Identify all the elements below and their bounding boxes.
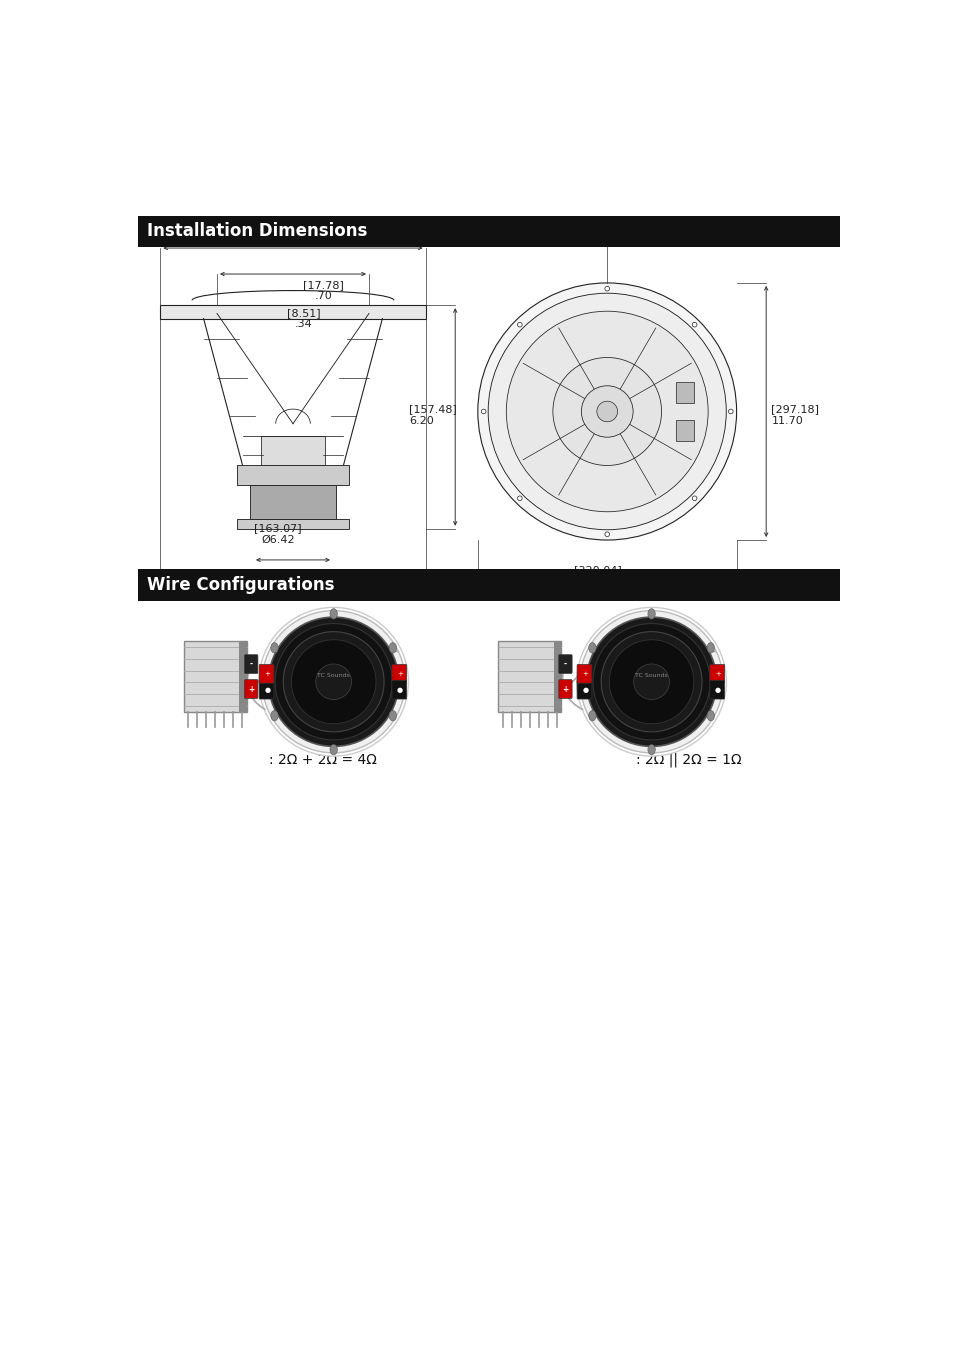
Ellipse shape <box>580 386 633 437</box>
Circle shape <box>389 643 396 653</box>
Ellipse shape <box>609 640 693 724</box>
Text: ●: ● <box>714 687 720 693</box>
Text: [157.48]: [157.48] <box>409 405 456 414</box>
Ellipse shape <box>517 323 521 327</box>
FancyBboxPatch shape <box>709 664 724 683</box>
Text: [17.78]: [17.78] <box>302 279 343 290</box>
Ellipse shape <box>600 632 701 732</box>
FancyBboxPatch shape <box>577 680 591 699</box>
Circle shape <box>330 609 337 620</box>
Circle shape <box>706 710 714 721</box>
FancyBboxPatch shape <box>676 420 693 441</box>
Text: -: - <box>563 660 566 668</box>
Ellipse shape <box>579 610 722 753</box>
Text: +: + <box>561 684 568 694</box>
FancyBboxPatch shape <box>392 664 406 683</box>
Ellipse shape <box>633 664 669 699</box>
Text: -: - <box>250 660 253 668</box>
Text: +: + <box>581 671 588 676</box>
FancyBboxPatch shape <box>558 655 572 674</box>
Text: +: + <box>396 671 402 676</box>
Text: Ø12.60: Ø12.60 <box>578 576 618 587</box>
Text: +: + <box>264 671 270 676</box>
Text: [320.04]: [320.04] <box>574 566 621 575</box>
Circle shape <box>271 710 278 721</box>
Text: ●: ● <box>581 687 588 693</box>
FancyBboxPatch shape <box>497 641 560 711</box>
Ellipse shape <box>269 617 398 747</box>
Text: 11.05: 11.05 <box>262 579 294 589</box>
Ellipse shape <box>258 608 408 756</box>
FancyBboxPatch shape <box>137 570 840 601</box>
Ellipse shape <box>481 409 485 414</box>
Circle shape <box>706 643 714 653</box>
Text: ●: ● <box>396 687 403 693</box>
Ellipse shape <box>315 664 352 699</box>
Ellipse shape <box>283 632 384 732</box>
FancyBboxPatch shape <box>553 641 560 711</box>
Text: Ø6.42: Ø6.42 <box>261 535 294 544</box>
Text: Installation Dimensions: Installation Dimensions <box>147 223 367 240</box>
Ellipse shape <box>577 608 725 756</box>
FancyBboxPatch shape <box>259 680 274 699</box>
Ellipse shape <box>488 293 725 529</box>
Text: [297.18]: [297.18] <box>771 405 819 414</box>
FancyBboxPatch shape <box>244 655 257 674</box>
Ellipse shape <box>553 358 660 466</box>
Ellipse shape <box>517 495 521 501</box>
Text: 6.20: 6.20 <box>409 416 434 425</box>
FancyBboxPatch shape <box>259 664 274 683</box>
Circle shape <box>330 744 337 755</box>
Circle shape <box>588 710 596 721</box>
Text: .34: .34 <box>294 319 313 329</box>
Circle shape <box>389 710 396 721</box>
Ellipse shape <box>604 286 609 292</box>
FancyBboxPatch shape <box>709 680 724 699</box>
FancyBboxPatch shape <box>244 679 257 698</box>
FancyBboxPatch shape <box>392 680 406 699</box>
FancyBboxPatch shape <box>250 485 335 518</box>
Text: +: + <box>248 684 254 694</box>
Text: [163.07]: [163.07] <box>254 522 302 533</box>
FancyBboxPatch shape <box>558 679 572 698</box>
Circle shape <box>647 609 655 620</box>
FancyBboxPatch shape <box>261 436 324 466</box>
Text: : 2Ω || 2Ω = 1Ω: : 2Ω || 2Ω = 1Ω <box>635 752 740 767</box>
Ellipse shape <box>291 640 375 724</box>
Circle shape <box>271 643 278 653</box>
Ellipse shape <box>274 624 392 740</box>
FancyBboxPatch shape <box>184 641 247 711</box>
Ellipse shape <box>597 401 617 421</box>
Text: Wire Configurations: Wire Configurations <box>147 576 334 594</box>
Circle shape <box>588 643 596 653</box>
Ellipse shape <box>593 624 709 740</box>
Text: [280.67]: [280.67] <box>254 567 302 578</box>
Text: .70: .70 <box>314 292 332 301</box>
Text: TC Sounds: TC Sounds <box>635 672 667 678</box>
FancyBboxPatch shape <box>577 664 591 683</box>
Ellipse shape <box>586 617 716 747</box>
Ellipse shape <box>506 312 707 512</box>
FancyBboxPatch shape <box>239 641 247 711</box>
Text: : 2Ω + 2Ω = 4Ω: : 2Ω + 2Ω = 4Ω <box>269 753 376 767</box>
Text: [8.51]: [8.51] <box>287 308 320 317</box>
FancyBboxPatch shape <box>237 518 348 529</box>
Text: +: + <box>714 671 720 676</box>
Ellipse shape <box>604 532 609 536</box>
Text: TC Sounds: TC Sounds <box>317 672 350 678</box>
Ellipse shape <box>477 284 736 540</box>
Ellipse shape <box>692 495 697 501</box>
Ellipse shape <box>692 323 697 327</box>
FancyBboxPatch shape <box>160 305 425 319</box>
FancyBboxPatch shape <box>237 466 348 485</box>
FancyBboxPatch shape <box>137 216 840 247</box>
Ellipse shape <box>262 610 405 753</box>
FancyBboxPatch shape <box>676 382 693 402</box>
Ellipse shape <box>728 409 732 414</box>
Text: ●: ● <box>264 687 270 693</box>
Circle shape <box>647 744 655 755</box>
Text: 11.70: 11.70 <box>771 416 802 425</box>
